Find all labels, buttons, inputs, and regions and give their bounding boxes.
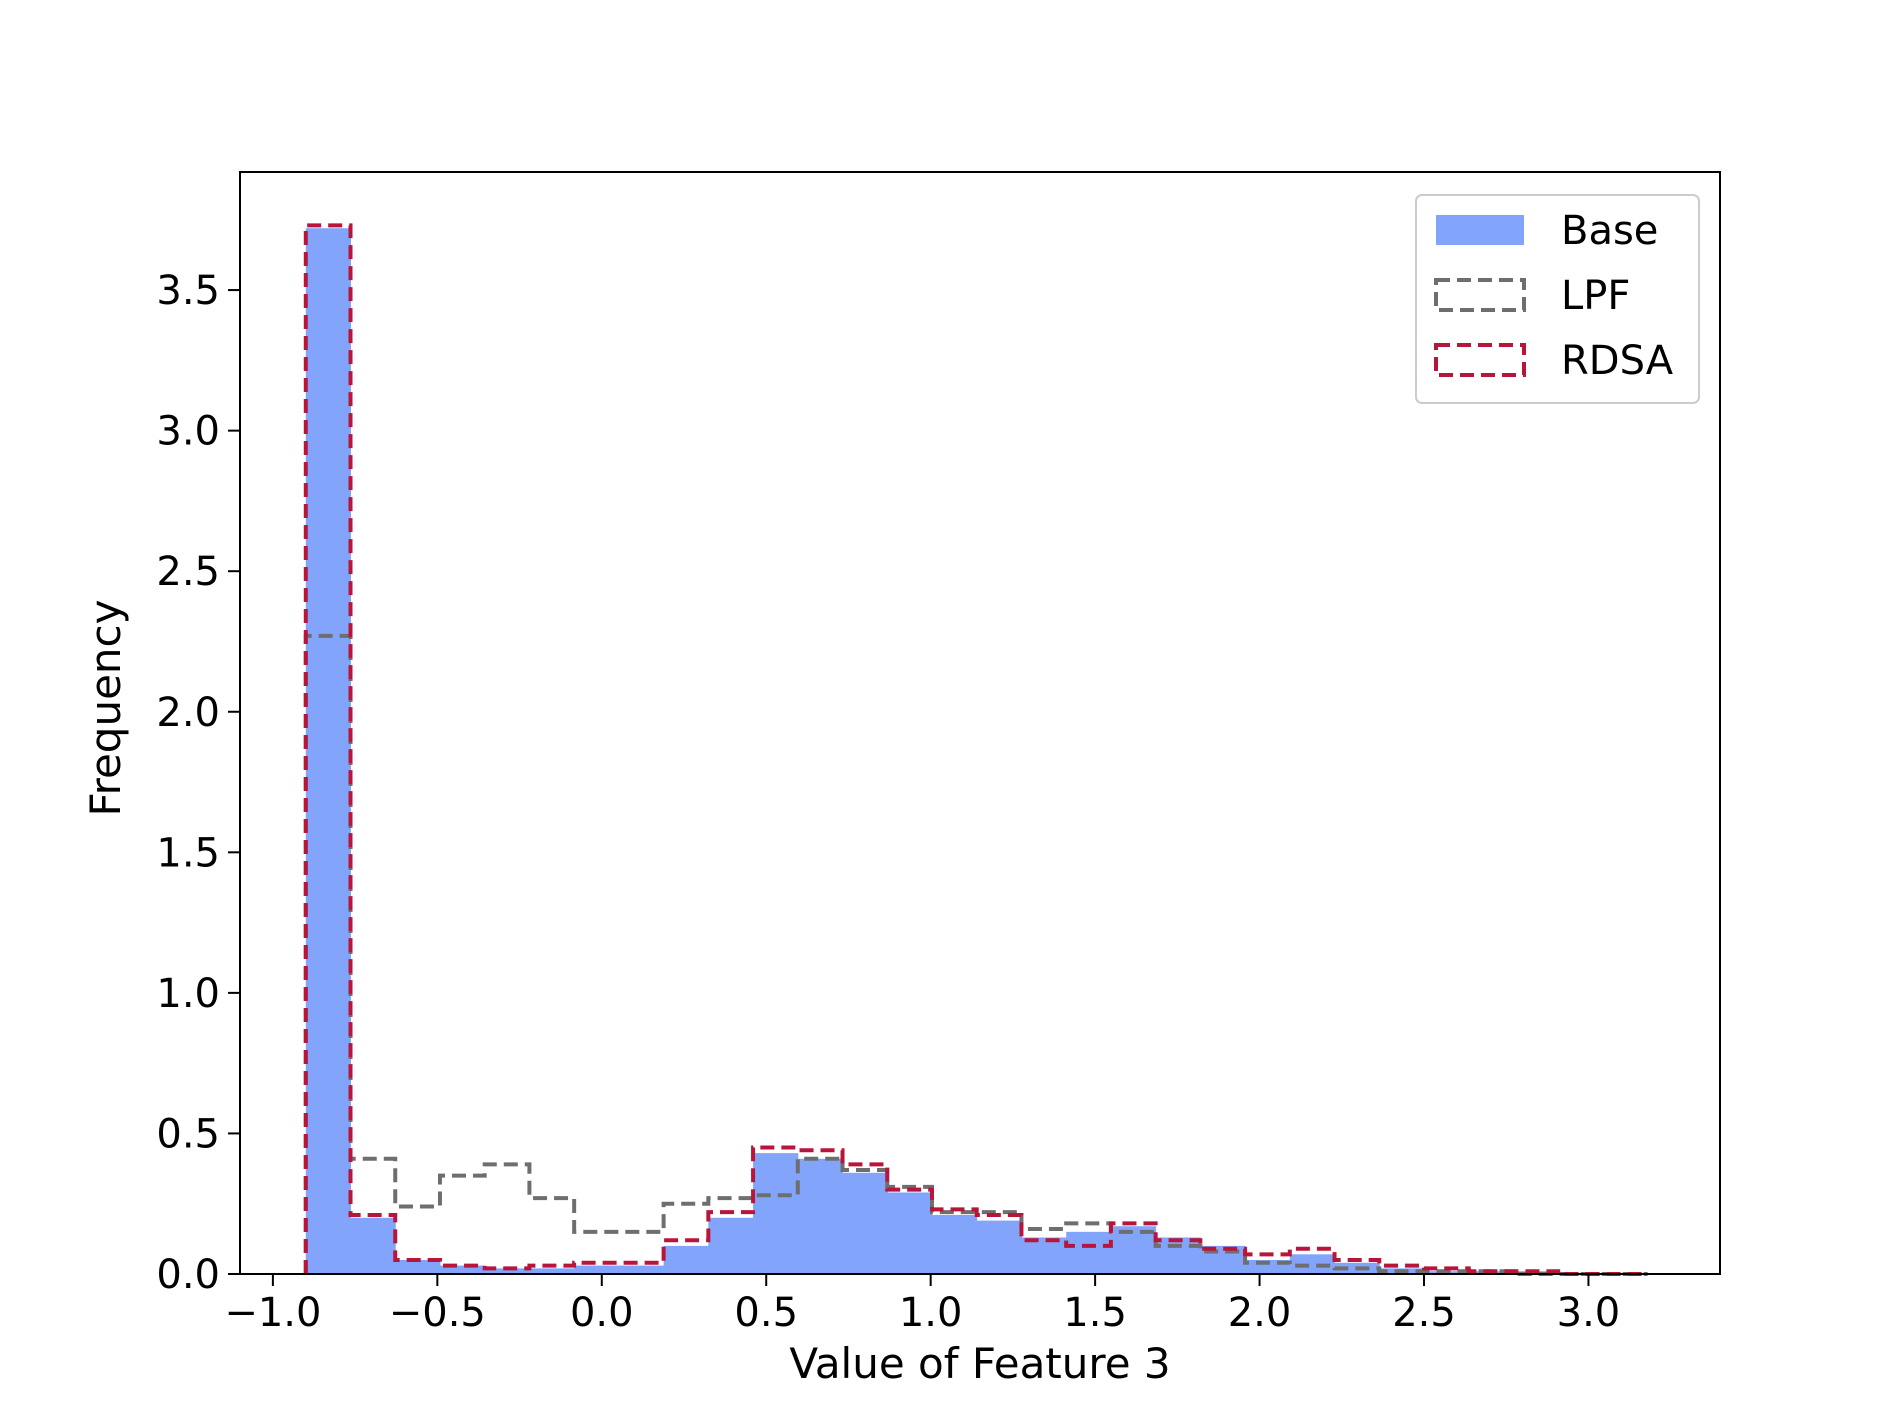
x-tick-label: 3.0	[1557, 1290, 1621, 1336]
x-tick-label: 2.0	[1228, 1290, 1292, 1336]
step-outlines	[303, 223, 1648, 1276]
base-bar	[618, 1265, 665, 1274]
legend: Base LPF RDSA	[1415, 194, 1700, 404]
base-bar	[305, 228, 352, 1274]
y-tick-label: 0.0	[156, 1252, 220, 1298]
legend-label-rdsa: RDSA	[1561, 338, 1674, 384]
base-bar	[350, 1217, 396, 1274]
y-tick-label: 3.5	[156, 268, 220, 314]
x-tick-label: −0.5	[389, 1290, 486, 1336]
x-tick-label: −1.0	[224, 1290, 321, 1336]
x-tick-label: 0.0	[570, 1290, 634, 1336]
x-tick-label: 0.5	[734, 1290, 798, 1336]
legend-label-lpf: LPF	[1561, 273, 1630, 319]
base-bar	[797, 1158, 844, 1274]
plot-frame	[239, 171, 1721, 1275]
x-tick-label: 1.0	[899, 1290, 963, 1336]
legend-swatch-lpf	[1434, 278, 1526, 312]
legend-box	[1415, 194, 1700, 404]
legend-label-base: Base	[1561, 208, 1658, 254]
x-tick-label: 1.5	[1063, 1290, 1127, 1336]
base-bar	[976, 1220, 1022, 1274]
base-bar	[529, 1268, 575, 1274]
y-tick-label: 2.0	[156, 690, 220, 736]
y-tick-label: 2.5	[156, 549, 220, 595]
base-bar	[931, 1214, 978, 1274]
y-tick-label: 1.0	[156, 971, 220, 1017]
base-bar	[663, 1245, 709, 1274]
y-axis-label: Frequency	[81, 600, 130, 817]
base-bar	[887, 1192, 933, 1274]
base-bars	[305, 228, 1559, 1274]
y-tick-label: 3.0	[156, 409, 220, 455]
base-bar	[1021, 1237, 1067, 1274]
base-bar	[708, 1217, 754, 1274]
base-bar	[842, 1172, 888, 1274]
y-tick-label: 0.5	[156, 1111, 220, 1157]
y-tick-label: 1.5	[156, 830, 220, 876]
legend-swatch-rdsa	[1434, 343, 1526, 377]
legend-swatch-base	[1436, 215, 1524, 245]
base-bar	[484, 1268, 530, 1274]
base-bar	[439, 1265, 486, 1274]
base-bar	[1066, 1231, 1112, 1274]
x-axis-ticks: −1.0 −0.5 0.0 0.5 1.0 1.5 2.0 2.5 3.0	[224, 1274, 1620, 1336]
base-bar	[1289, 1254, 1336, 1274]
x-tick-label: 2.5	[1392, 1290, 1456, 1336]
base-bar	[1110, 1226, 1157, 1274]
base-bar	[574, 1265, 620, 1274]
lpf-step-line	[303, 633, 1648, 1276]
rdsa-step-line	[303, 223, 1648, 1276]
y-axis-ticks: 0.0 0.5 1.0 1.5 2.0 2.5 3.0 3.5	[156, 268, 240, 1298]
base-bar	[1155, 1237, 1201, 1274]
x-axis-label: Value of Feature 3	[789, 1339, 1170, 1388]
base-bar	[753, 1153, 799, 1274]
base-bar	[395, 1259, 441, 1274]
